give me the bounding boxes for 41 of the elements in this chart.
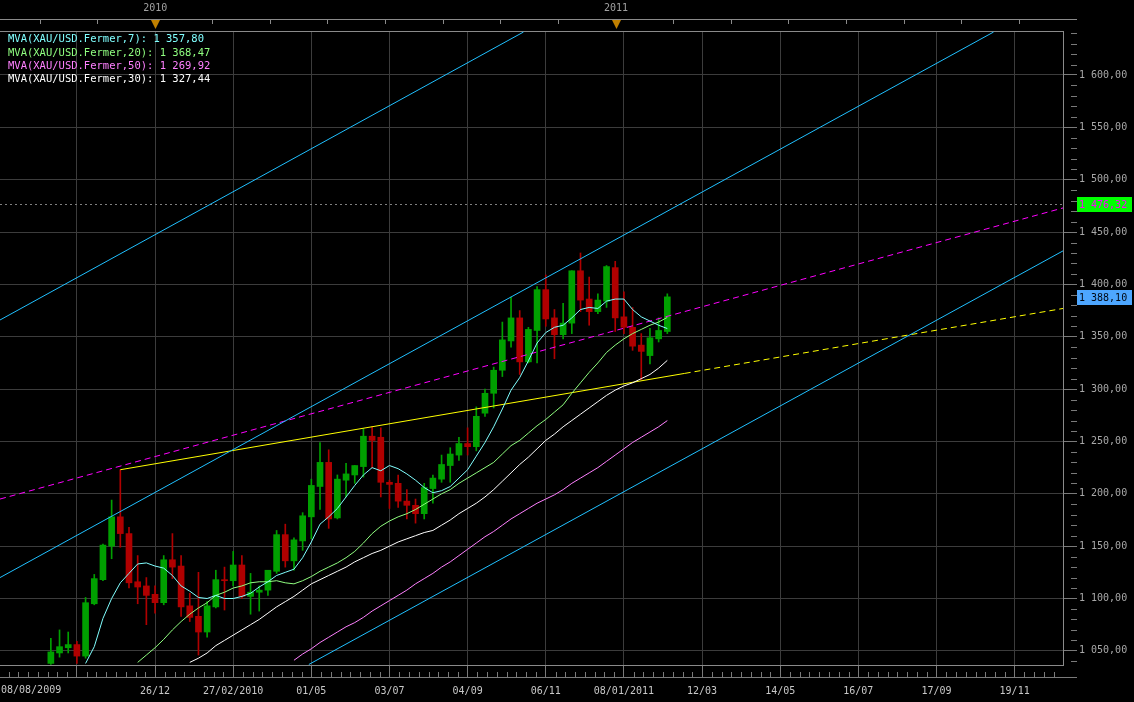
- candlestick: [368, 426, 376, 468]
- candlestick: [255, 585, 263, 612]
- text: MVA(XAU/USD.Fermer,50): 1 269,92: [8, 58, 211, 71]
- y-tick-label: 1 050,00: [1079, 644, 1128, 656]
- text: MVA(XAU/USD.Fermer,20): 1 368,47: [8, 45, 211, 58]
- y-tick-label: 1 450,00: [1079, 225, 1128, 237]
- y-tick-label: 1 500,00: [1079, 173, 1128, 185]
- x-tick-label: 04/09: [452, 684, 483, 696]
- candlestick: [134, 555, 142, 605]
- candlestick: [116, 469, 124, 548]
- x-tick-label: 16/07: [843, 684, 874, 696]
- y-tick-label: 1 200,00: [1079, 487, 1128, 499]
- x-tick-label: 01/05: [296, 684, 327, 696]
- y-tick-label: 1 100,00: [1079, 592, 1128, 604]
- x-tick-label: 17/09: [921, 684, 952, 696]
- x-tick-label: 12/03: [687, 684, 718, 696]
- y-tick-label: 1 250,00: [1079, 435, 1128, 447]
- x-tick-label: 26/12: [139, 684, 171, 696]
- text: 08/08/2009: [1, 683, 62, 695]
- y-tick-label: 1 550,00: [1079, 120, 1128, 132]
- y-tick-label: 1 600,00: [1079, 68, 1128, 80]
- x-tick-label: 19/11: [999, 684, 1030, 696]
- x2-tick-label: 2011: [604, 1, 629, 13]
- text: MVA(XAU/USD.Fermer,7): 1 357,80: [8, 32, 204, 45]
- x-tick-label: 06/11: [530, 684, 561, 696]
- y-tick-label: 1 350,00: [1079, 330, 1128, 342]
- candlestick: [64, 631, 72, 654]
- x-tick-label: 14/05: [765, 684, 796, 696]
- ref-line-label: 1 476,32: [1079, 198, 1128, 210]
- x-tick-label: 27/02/2010: [203, 684, 264, 696]
- text: 1 388,10: [1079, 291, 1128, 303]
- candlestick: [637, 333, 645, 380]
- x-tick-label: 03/07: [374, 684, 405, 696]
- candlestick: [403, 489, 411, 520]
- x-tick-label: 08/01/2011: [593, 684, 655, 696]
- y-tick-label: 1 300,00: [1079, 382, 1128, 394]
- y-tick-label: 1 150,00: [1079, 539, 1128, 551]
- candlestick: [342, 463, 350, 498]
- y-tick-label: 1 400,00: [1079, 277, 1128, 289]
- x2-tick-label: 2010: [143, 1, 168, 13]
- text: MVA(XAU/USD.Fermer,30): 1 327,44: [8, 72, 211, 85]
